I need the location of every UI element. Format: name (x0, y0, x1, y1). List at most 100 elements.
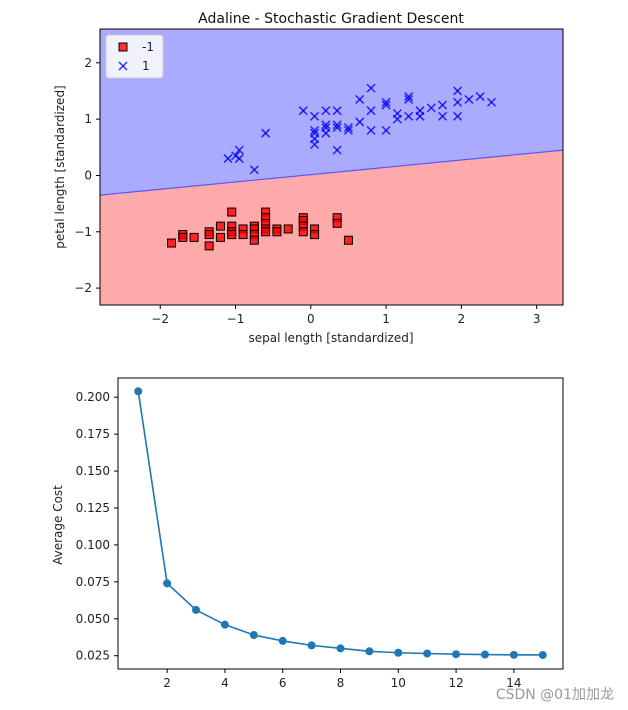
legend: -1 1 (105, 34, 164, 79)
data-point-neg (227, 207, 237, 217)
cost-point (307, 641, 316, 650)
y-tick-label: 0.075 (76, 575, 110, 589)
data-point-pos (381, 125, 391, 135)
data-point-pos (261, 128, 271, 138)
data-point-pos (332, 145, 342, 155)
data-point-pos (310, 111, 320, 121)
data-point-pos (332, 120, 342, 130)
data-point-pos (321, 106, 331, 116)
cost-point (192, 605, 201, 614)
data-point-neg (249, 235, 259, 245)
y-tick-label: 0 (84, 168, 92, 182)
x-tick-label: −2 (151, 312, 169, 326)
data-point-pos (453, 86, 463, 96)
cost-point (480, 650, 489, 659)
data-point-pos (453, 97, 463, 107)
y-tick-label: 0.125 (76, 501, 110, 515)
cost-point (452, 650, 461, 659)
data-point-pos (355, 117, 365, 127)
cost-point (394, 648, 403, 657)
data-point-pos (343, 125, 353, 135)
data-point-pos (234, 154, 244, 164)
negative-region (100, 150, 563, 305)
data-point-neg (298, 227, 308, 237)
data-point-pos (438, 111, 448, 121)
y-tick-label: 1 (84, 112, 92, 126)
data-point-neg (310, 230, 320, 240)
x-tick-label: 3 (533, 312, 541, 326)
data-point-neg (178, 232, 188, 242)
y-tick-label: 0.050 (76, 612, 110, 626)
y-tick-label: −1 (74, 225, 92, 239)
data-point-neg (215, 221, 225, 231)
legend-label-pos: 1 (142, 59, 150, 73)
chart-2-y-axis-label: Average Cost (51, 485, 65, 565)
x-tick-label: 14 (506, 676, 521, 690)
data-point-pos (332, 106, 342, 116)
cost-point (365, 647, 374, 656)
y-tick-label: 0.100 (76, 538, 110, 552)
chart-1-x-axis-label: sepal length [standardized] (248, 331, 413, 345)
y-tick-label: 0.175 (76, 427, 110, 441)
data-point-pos (381, 100, 391, 110)
data-point-pos (392, 108, 402, 119)
data-point-neg (238, 230, 248, 240)
data-point-neg (215, 232, 225, 242)
data-point-pos (343, 123, 353, 133)
data-point-neg (227, 230, 237, 240)
data-point-neg (343, 235, 353, 245)
data-point-pos (355, 94, 365, 104)
data-point-pos (366, 106, 376, 116)
chart-2-frame (117, 377, 564, 670)
data-point-pos (426, 103, 436, 113)
x-tick-label: −1 (227, 312, 245, 326)
legend-box (105, 34, 164, 79)
cost-point (163, 579, 172, 588)
data-point-pos (249, 165, 259, 175)
data-point-neg (332, 218, 342, 228)
y-tick-label: 0.025 (76, 649, 110, 663)
watermark: CSDN @01加加龙 (495, 687, 614, 703)
x-tick-label: 1 (382, 312, 390, 326)
chart-2: 2 4 6 8 10 12 14 0.025 0.050 0.075 0.100 0.125 0.15… (51, 377, 564, 690)
cost-point (423, 649, 432, 658)
y-tick-label: 0.200 (76, 390, 110, 404)
data-point-neg (261, 227, 271, 237)
y-tick-label: 2 (84, 56, 92, 70)
cost-point (134, 387, 143, 396)
data-point-pos (464, 94, 474, 104)
data-point-pos (321, 120, 331, 130)
x-tick-label: 6 (279, 676, 287, 690)
x-tick-label: 12 (448, 676, 463, 690)
x-tick-label: 0 (307, 312, 315, 326)
data-point-pos (438, 100, 448, 110)
legend-label-neg: -1 (142, 40, 154, 54)
x-tick-label: 10 (391, 676, 406, 690)
data-point-pos (332, 123, 342, 133)
cost-point (509, 650, 518, 659)
legend-x-marker (118, 61, 128, 71)
data-point-pos (234, 145, 244, 155)
data-point-pos (381, 97, 391, 107)
x-tick-label: 2 (163, 676, 171, 690)
chart-1-y-axis-label: petal length [standardized] (53, 85, 67, 249)
data-point-neg (204, 241, 214, 251)
data-point-pos (404, 94, 414, 104)
chart-1: −2 −1 0 1 2 3 −2 −1 0 1 2 Adaline - Stochastic Gr… (53, 11, 564, 345)
cost-point (249, 631, 258, 640)
legend-square-marker (118, 42, 128, 52)
x-tick-label: 2 (458, 312, 466, 326)
chart-1-title: Adaline - Stochastic Gradient Descent (198, 11, 464, 27)
data-point-neg (283, 224, 293, 234)
data-point-pos (366, 83, 376, 93)
data-point-pos (404, 111, 414, 121)
cost-point (336, 644, 345, 653)
data-point-neg (167, 238, 177, 248)
data-point-neg (204, 230, 214, 240)
data-point-neg (272, 227, 282, 237)
cost-point (538, 650, 547, 659)
data-point-pos (415, 106, 425, 116)
x-tick-label: 4 (221, 676, 229, 690)
chart-1-frame (99, 28, 564, 306)
